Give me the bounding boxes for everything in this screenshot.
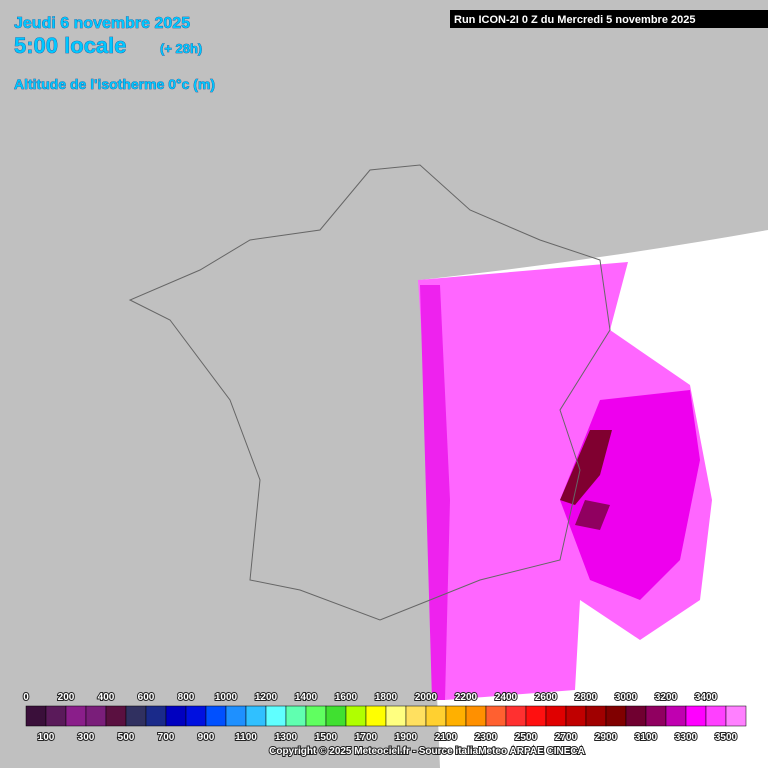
time: 5:00 locale <box>14 33 127 58</box>
legend-label: 500 <box>118 732 135 743</box>
legend-swatch <box>605 705 627 727</box>
legend-swatch <box>585 705 607 727</box>
legend-label: 2800 <box>575 692 598 703</box>
isotherm-high <box>420 285 450 700</box>
legend-swatch <box>685 705 707 727</box>
legend-label: 400 <box>98 692 115 703</box>
legend-label: 2400 <box>495 692 518 703</box>
legend-swatch <box>145 705 167 727</box>
legend-swatch <box>725 705 747 727</box>
legend-swatch <box>245 705 267 727</box>
legend-swatch <box>65 705 87 727</box>
legend-label: 3500 <box>715 732 738 743</box>
legend-swatch <box>25 705 47 727</box>
legend-label: 0 <box>23 692 29 703</box>
legend-swatch <box>85 705 107 727</box>
legend-label: 800 <box>178 692 195 703</box>
legend-label: 2600 <box>535 692 558 703</box>
legend-label: 1900 <box>395 732 418 743</box>
legend-label: 1500 <box>315 732 338 743</box>
legend-swatch <box>105 705 127 727</box>
legend-label: 1400 <box>295 692 318 703</box>
legend-label: 3200 <box>655 692 678 703</box>
legend-swatch <box>365 705 387 727</box>
legend-swatch <box>565 705 587 727</box>
date: Jeudi 6 novembre 2025 <box>14 15 190 32</box>
legend-label: 1600 <box>335 692 358 703</box>
legend-swatch <box>525 705 547 727</box>
legend-swatch <box>545 705 567 727</box>
legend-label: 1200 <box>255 692 278 703</box>
legend-swatch <box>345 705 367 727</box>
legend-label: 2900 <box>595 732 618 743</box>
legend-label: 100 <box>38 732 55 743</box>
isotherm-max <box>560 430 612 505</box>
parameter: Altitude de l'isotherme 0°c (m) <box>14 76 215 92</box>
legend-label: 600 <box>138 692 155 703</box>
legend-swatch <box>305 705 327 727</box>
legend-label: 200 <box>58 692 75 703</box>
legend-label: 2000 <box>415 692 438 703</box>
legend-swatch <box>705 705 727 727</box>
legend-label: 1100 <box>235 732 257 743</box>
legend-swatch <box>185 705 207 727</box>
legend-label: 2700 <box>555 732 578 743</box>
legend-swatch <box>425 705 447 727</box>
legend-swatch <box>285 705 307 727</box>
offset: (+ 28h) <box>160 41 202 56</box>
legend-swatch <box>465 705 487 727</box>
legend-swatch <box>205 705 227 727</box>
legend-label: 3300 <box>675 732 698 743</box>
legend-label: 900 <box>198 732 215 743</box>
legend-label: 3400 <box>695 692 718 703</box>
legend-swatch <box>625 705 647 727</box>
legend-label: 700 <box>158 732 175 743</box>
coastline <box>128 164 611 621</box>
legend-label: 2500 <box>515 732 538 743</box>
legend-swatch <box>385 705 407 727</box>
legend-swatch <box>225 705 247 727</box>
legend-label: 3000 <box>615 692 638 703</box>
legend-label: 300 <box>78 732 95 743</box>
legend-label: 2100 <box>435 732 458 743</box>
legend-label: 1700 <box>355 732 378 743</box>
legend-swatch <box>485 705 507 727</box>
legend-label: 1300 <box>275 732 298 743</box>
legend-swatch <box>505 705 527 727</box>
run-box <box>450 10 768 28</box>
legend-swatch <box>665 705 687 727</box>
legend-swatch <box>45 705 67 727</box>
run: Run ICON-2I 0 Z du Mercredi 5 novembre 2… <box>454 14 695 26</box>
legend-swatch <box>645 705 667 727</box>
legend-swatch <box>405 705 427 727</box>
legend: 0 100 200 300 400 500 600 700 800 900 1000 1100 1200… <box>22 691 747 744</box>
copyright: Copyright © 2025 Meteociel.fr - Source i… <box>269 746 585 757</box>
legend-label: 2300 <box>475 732 498 743</box>
legend-swatch <box>325 705 347 727</box>
legend-swatch <box>265 705 287 727</box>
legend-swatch <box>445 705 467 727</box>
legend-label: 1000 <box>215 692 238 703</box>
legend-label: 2200 <box>455 692 478 703</box>
legend-label: 3100 <box>635 732 658 743</box>
legend-swatch <box>125 705 147 727</box>
legend-swatch <box>165 705 187 727</box>
isotherm-max <box>575 500 610 530</box>
legend-label: 1800 <box>375 692 398 703</box>
